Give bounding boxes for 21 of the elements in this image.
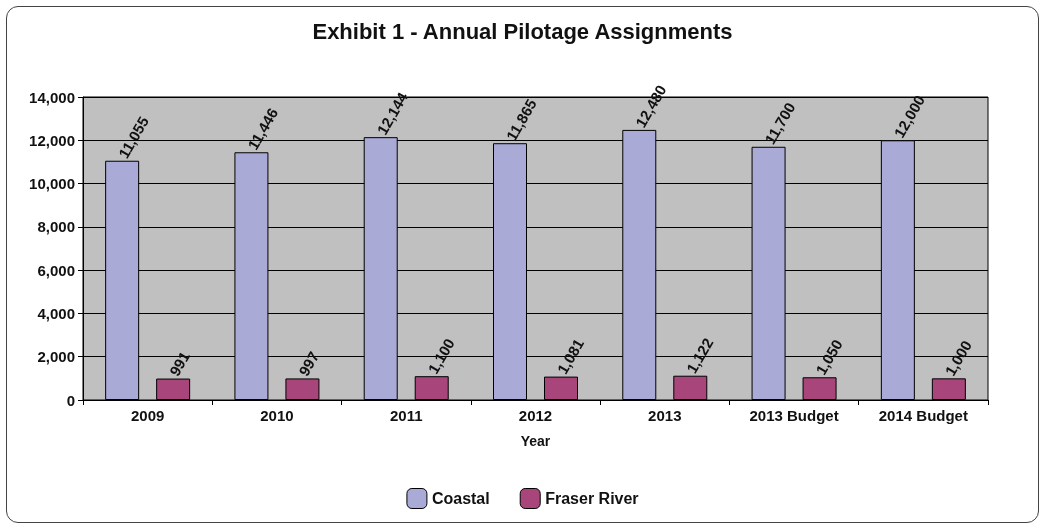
legend-label: Coastal xyxy=(431,490,490,507)
x-tick-label: 2011 xyxy=(389,407,423,424)
data-label: 991 xyxy=(165,348,194,379)
y-tick-label: 2,000 xyxy=(37,348,75,366)
legend-label: Fraser River xyxy=(545,490,639,507)
y-tick-label: 4,000 xyxy=(37,304,75,322)
x-axis-title: Year xyxy=(520,433,551,449)
x-tick-label: 2013 xyxy=(648,407,682,424)
y-tick-label: 14,000 xyxy=(29,88,75,106)
x-tick-label: 2012 xyxy=(518,407,553,424)
x-tick-label: 2013 Budget xyxy=(749,407,839,424)
data-label: 997 xyxy=(295,348,323,379)
x-tick-label: 2010 xyxy=(260,407,294,424)
x-tick-label: 2014 Budget xyxy=(878,407,968,424)
y-tick-label: 8,000 xyxy=(37,218,75,236)
y-tick-label: 0 xyxy=(66,391,75,409)
y-tick-label: 10,000 xyxy=(29,175,75,193)
y-tick-label: 12,000 xyxy=(29,131,75,149)
x-tick-label: 2009 xyxy=(130,407,165,424)
y-tick-label: 6,000 xyxy=(37,261,75,279)
chart-title: Exhibit 1 - Annual Pilotage Assignments xyxy=(312,18,733,44)
